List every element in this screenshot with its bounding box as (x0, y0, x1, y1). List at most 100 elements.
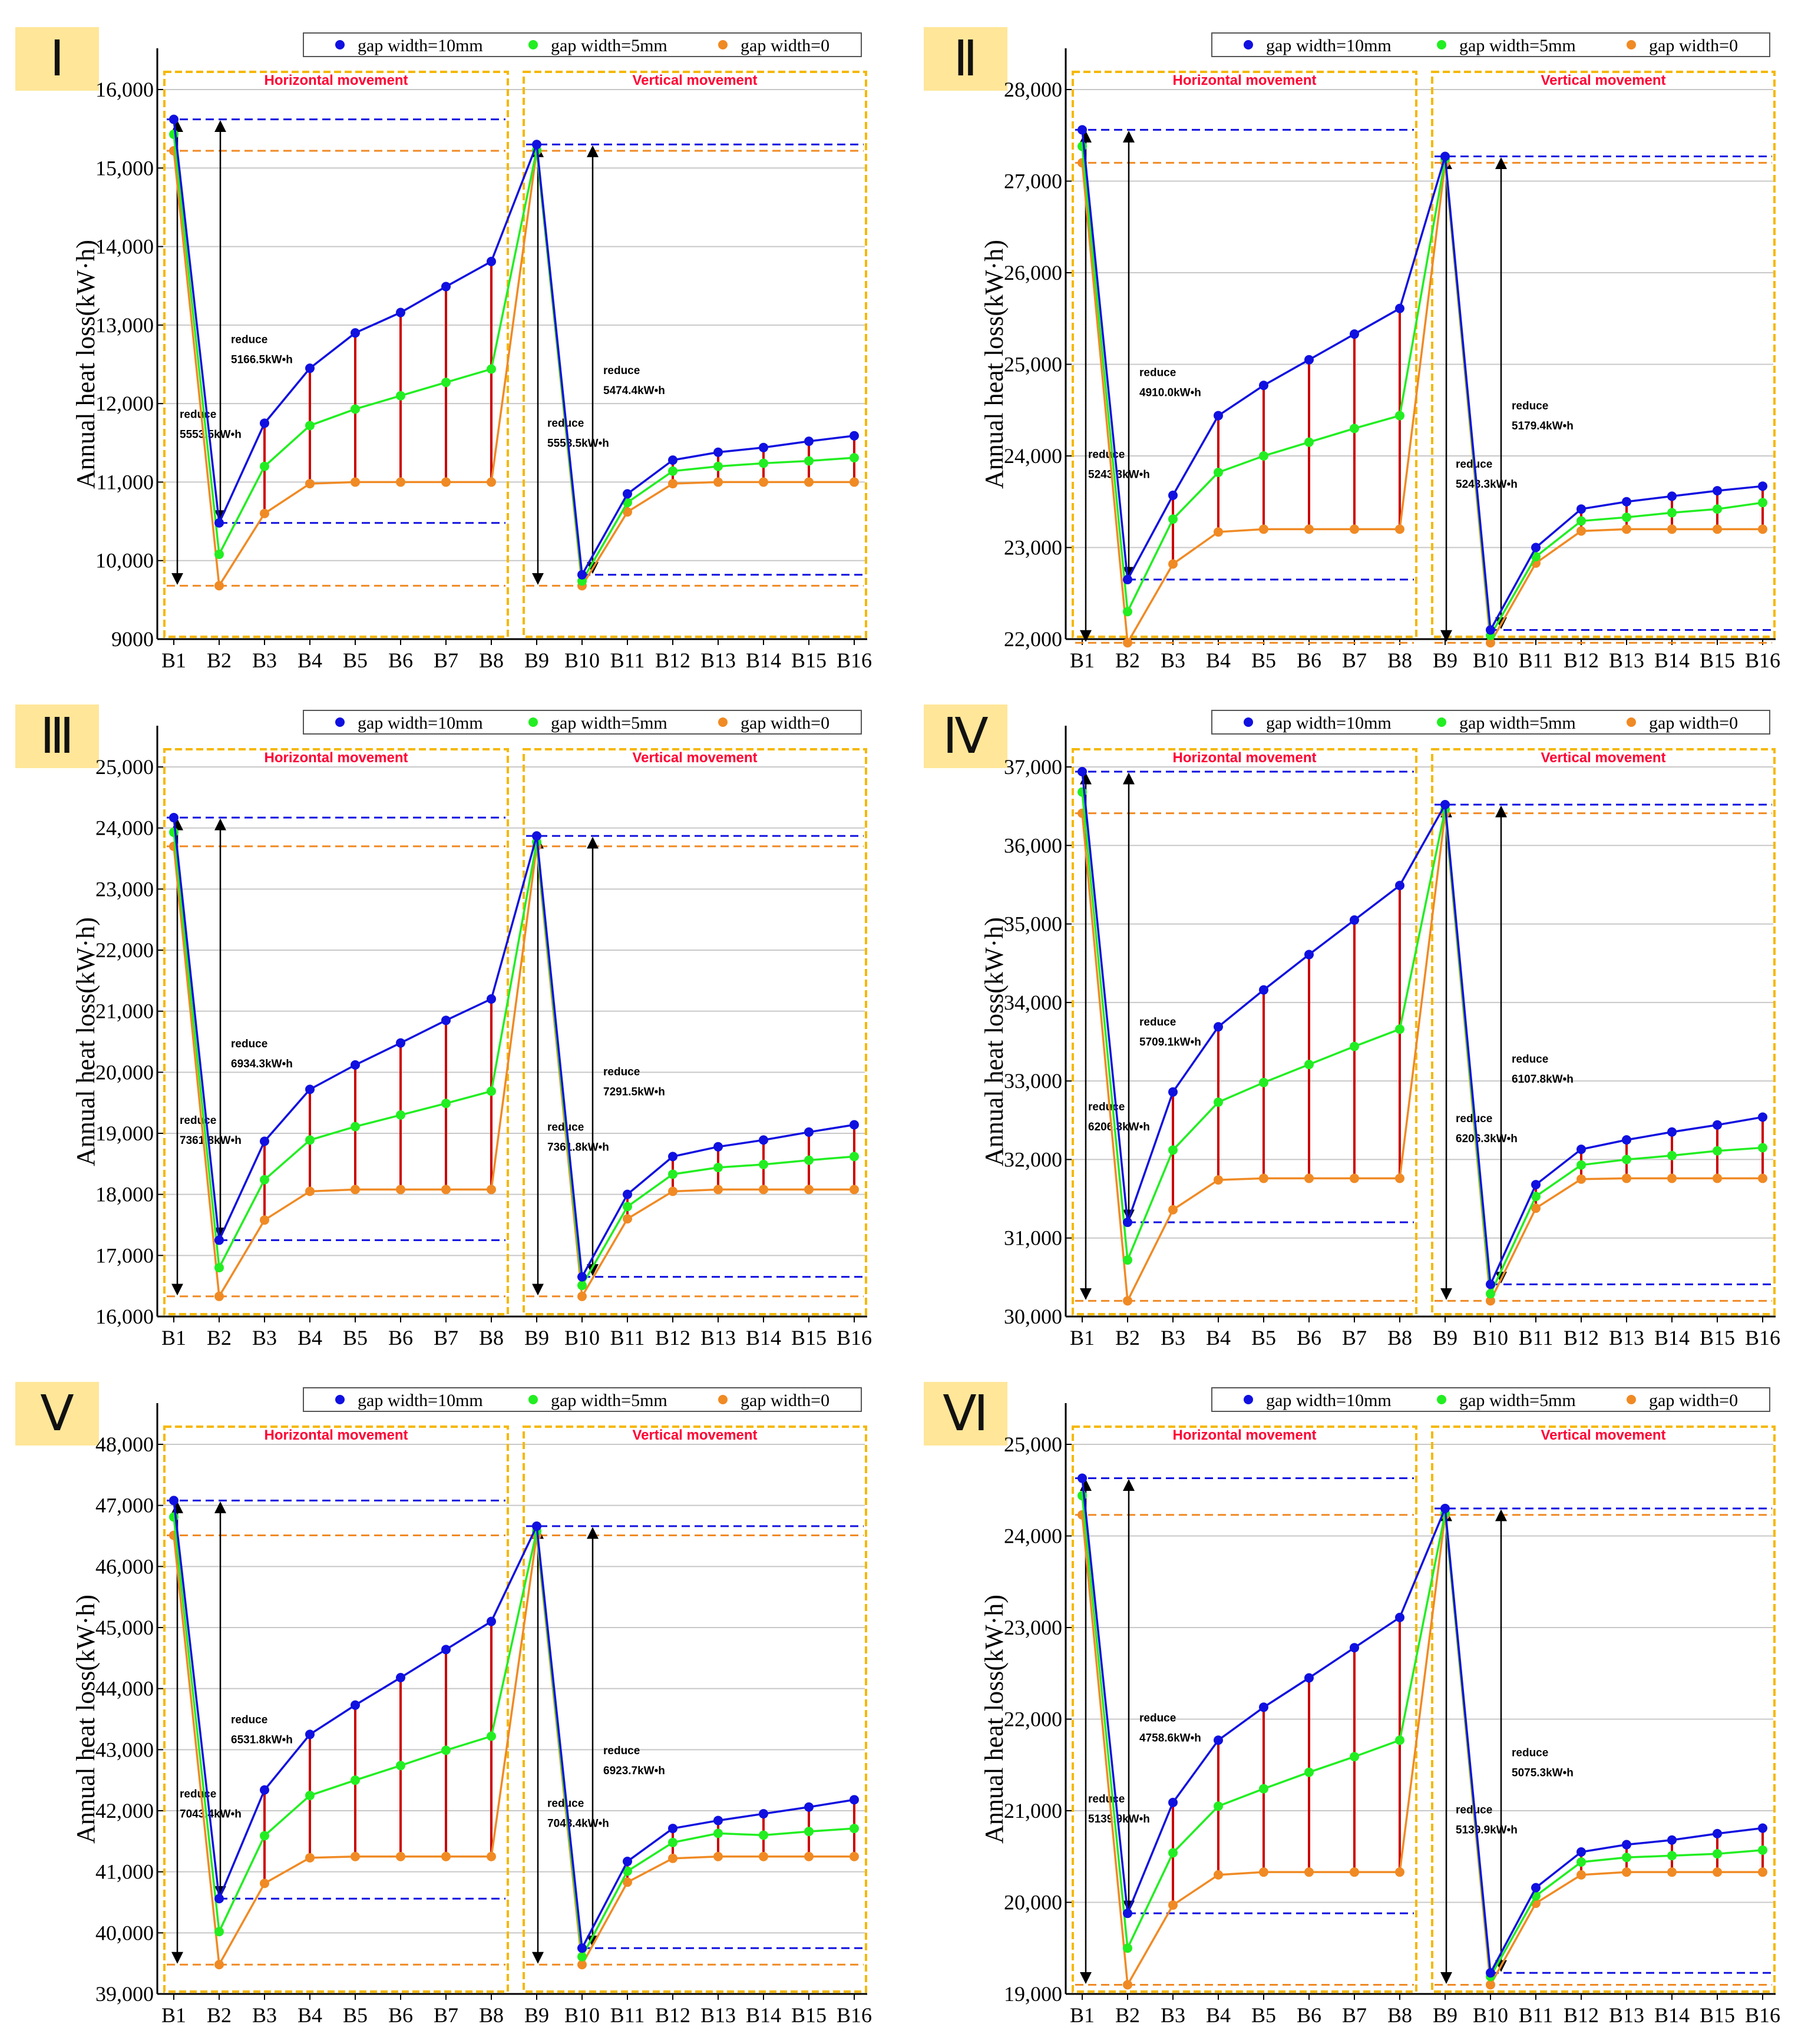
data-point-series-0 (804, 1127, 814, 1137)
data-point-series-1 (1078, 141, 1087, 151)
data-point-series-1 (759, 458, 768, 468)
y-tick-label: 17,000 (95, 1243, 154, 1267)
y-axis-label: Annual heat loss(kW·h) (980, 240, 1009, 489)
data-point-series-1 (1667, 508, 1677, 518)
data-point-series-0 (1350, 915, 1359, 925)
x-tick-label: B1 (161, 1326, 186, 1350)
data-point-series-1 (850, 1824, 859, 1834)
panel-badge-bg (15, 705, 99, 768)
legend-label-1: gap width=5mm (1459, 36, 1576, 55)
x-tick-label: B15 (791, 2003, 827, 2027)
horizontal-section-box (1072, 71, 1417, 638)
panel-badge: Ⅰ (15, 27, 99, 91)
legend-label-1: gap width=5mm (1459, 1391, 1576, 1410)
x-tick-label: B7 (1342, 1326, 1367, 1350)
y-tick-label: 22,000 (1004, 1708, 1062, 1731)
legend-marker-2 (1627, 40, 1636, 49)
legend-box (1211, 710, 1770, 735)
panel-badge-label: Ⅴ (40, 1387, 74, 1441)
series-line-2 (173, 150, 854, 589)
x-tick-label: B10 (1473, 649, 1508, 672)
x-tick-label: B3 (1161, 649, 1185, 672)
data-point-series-1 (1078, 1491, 1087, 1501)
vertical-section-box (523, 748, 867, 1315)
data-point-series-2 (1667, 524, 1677, 534)
data-point-series-2 (1486, 1296, 1495, 1306)
y-tick-label: 28,000 (1004, 78, 1062, 101)
data-point-series-1 (487, 364, 496, 374)
legend-label-2: gap width=0 (1649, 36, 1738, 55)
legend-label-1: gap width=5mm (551, 713, 667, 733)
data-point-series-0 (487, 994, 496, 1004)
data-point-series-1 (260, 461, 269, 471)
y-tick-label: 44,000 (95, 1677, 154, 1701)
data-point-series-0 (532, 140, 541, 150)
x-tick-label: B15 (791, 649, 827, 672)
data-point-series-0 (577, 1943, 587, 1953)
horizontal-section-box (1072, 1425, 1417, 1993)
data-point-series-2 (1486, 1980, 1495, 1990)
y-tick-label: 40,000 (95, 1921, 154, 1944)
legend-label-2: gap width=0 (1649, 1391, 1738, 1410)
x-tick-label: B16 (837, 1326, 872, 1350)
data-point-series-0 (532, 831, 541, 841)
legend: gap width=10mm gap width=5mm gap width=0 (303, 1387, 862, 1412)
chart-panel-6: Ⅵ 19,000 20,000 21,000 22,000 23,000 24,000 25,… (920, 1378, 1792, 2044)
y-tick-label: 14,000 (95, 235, 154, 259)
data-point-series-0 (713, 1142, 723, 1152)
data-point-series-1 (713, 461, 723, 471)
vertical-section-box (1431, 71, 1776, 638)
x-tick-label: B6 (388, 1326, 413, 1350)
data-point-series-2 (1622, 1173, 1631, 1183)
data-point-series-2 (487, 1851, 496, 1861)
y-tick-label: 34,000 (1004, 991, 1062, 1014)
y-tick-label: 42,000 (95, 1799, 154, 1823)
x-tick-label: B1 (161, 2003, 186, 2027)
annotation-horizontal-big-word: reduce (1088, 449, 1125, 461)
x-tick-label: B8 (1387, 2003, 1412, 2027)
y-tick-label: 41,000 (95, 1860, 154, 1884)
data-point-series-2 (396, 477, 405, 487)
x-tick-label: B3 (1161, 1326, 1185, 1350)
data-point-series-1 (850, 1152, 859, 1162)
data-point-series-2 (441, 477, 451, 487)
x-tick-label: B11 (1519, 649, 1554, 672)
x-tick-label: B16 (1745, 1326, 1780, 1350)
data-point-series-1 (1531, 552, 1541, 562)
vertical-section-title: Vertical movement (1541, 1427, 1665, 1443)
data-point-series-1 (1350, 1752, 1359, 1762)
legend-marker-0 (1244, 40, 1253, 49)
annotation-vertical-small-value: 7291.5kW•h (603, 1086, 665, 1099)
x-tick-label: B12 (1564, 2003, 1599, 2027)
data-point-series-2 (713, 1851, 723, 1861)
series-line-2 (173, 846, 854, 1300)
data-point-series-0 (1713, 1120, 1722, 1130)
data-point-series-0 (1123, 1909, 1132, 1919)
data-point-series-2 (1486, 638, 1495, 648)
data-point-series-1 (668, 1837, 677, 1847)
y-tick-label: 16,000 (95, 78, 154, 101)
legend-label-1: gap width=5mm (551, 1391, 667, 1410)
data-point-series-1 (1304, 1060, 1314, 1070)
data-point-series-2 (487, 477, 496, 487)
vertical-section-title: Vertical movement (632, 750, 757, 766)
data-point-series-2 (1758, 524, 1767, 534)
series-line-0 (1081, 130, 1763, 634)
legend-label-0: gap width=10mm (358, 1391, 483, 1410)
data-point-series-1 (351, 404, 360, 414)
data-point-series-2 (1350, 524, 1359, 534)
legend: gap width=10mm gap width=5mm gap width=0 (303, 710, 862, 735)
data-point-series-2 (804, 1851, 814, 1861)
y-tick-label: 24,000 (1004, 1524, 1062, 1548)
x-tick-label: B9 (524, 1326, 549, 1350)
legend-box (303, 710, 862, 735)
data-point-series-1 (487, 1731, 496, 1741)
y-axis-label: Annual heat loss(kW·h) (71, 240, 100, 489)
x-tick-label: B12 (655, 1326, 690, 1350)
annotation-vertical-big-value: 7043.4kW•h (547, 1817, 609, 1830)
x-tick-label: B10 (1473, 1326, 1508, 1350)
y-tick-label: 31,000 (1004, 1226, 1062, 1250)
data-point-series-0 (169, 114, 179, 124)
data-point-series-1 (305, 421, 315, 431)
y-tick-label: 23,000 (95, 877, 154, 901)
